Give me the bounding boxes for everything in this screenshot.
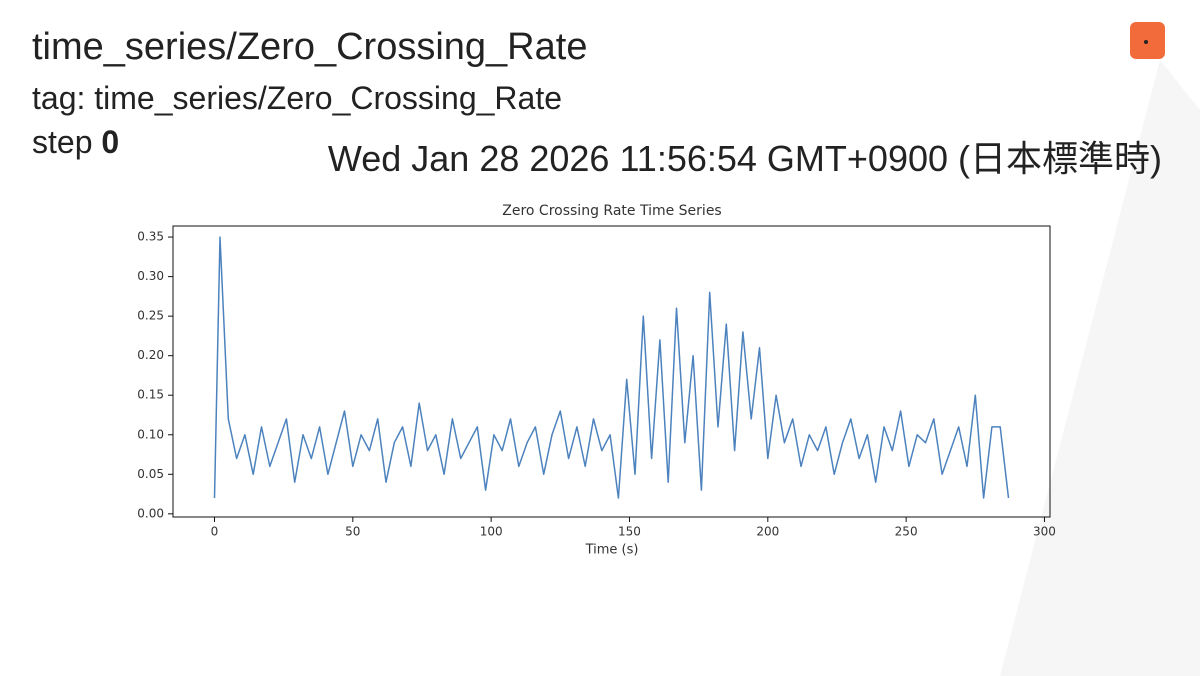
x-tick-label: 0: [211, 525, 219, 539]
plot-frame: [172, 225, 1051, 518]
x-tick-label: 100: [480, 525, 503, 539]
y-tick-label: 0.25: [137, 309, 164, 323]
data-line: [213, 236, 1010, 499]
x-tick-label: 50: [345, 525, 360, 539]
x-tick-label: 150: [618, 525, 641, 539]
tag: tag: time_series/Zero_Crossing_Rate: [32, 80, 563, 116]
x-axis-label: Time (s): [585, 543, 639, 558]
x-tick-label: 250: [895, 525, 918, 539]
icon[interactable]: [1130, 22, 1165, 59]
x-tick-label: 300: [1033, 525, 1056, 539]
step-value: 0: [101, 124, 120, 160]
x-tick-label: 200: [756, 525, 779, 539]
background-shape: [1000, 60, 1200, 676]
card-title: time_series/Zero_Crossing_Rate: [32, 26, 588, 68]
chart-title: Zero Crossing Rate Time Series: [502, 203, 721, 219]
y-tick-label: 0.30: [137, 269, 164, 283]
y-tick-label: 0.05: [137, 467, 164, 481]
step-label: step: [32, 124, 93, 160]
step: step 0: [32, 124, 119, 161]
y-tick-label: 0.00: [137, 506, 164, 520]
y-tick-label: 0.15: [137, 388, 164, 402]
y-tick-label: 0.10: [137, 427, 164, 441]
y-tick-label: 0.35: [137, 230, 164, 244]
timestamp: Wed Jan 28 2026 11:56:54 GMT+0900 (日本標準時…: [327, 138, 1162, 179]
y-tick-label: 0.20: [137, 348, 164, 362]
icon-dot: [1144, 40, 1148, 44]
